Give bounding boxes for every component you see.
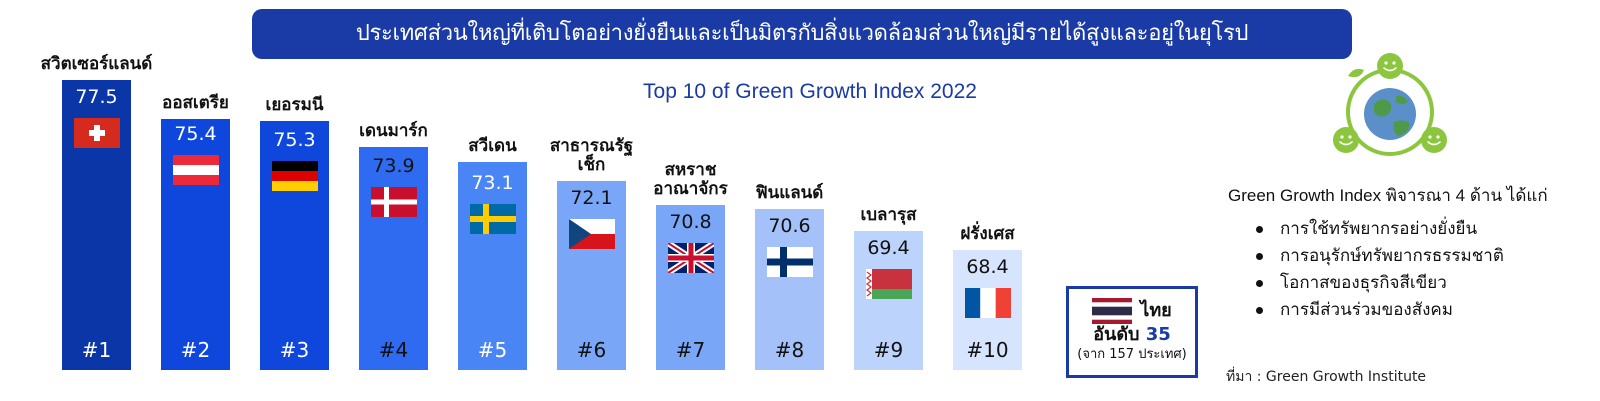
france-flag-icon [964, 288, 1011, 318]
bar-rank-label: #8 [774, 337, 805, 362]
green-growth-logo [1333, 53, 1447, 156]
bar-rank-label: #7 [675, 337, 706, 362]
bar-value-label: 70.6 [768, 214, 811, 237]
bar-value-label: 70.8 [669, 211, 712, 234]
chart-title: Top 10 of Green Growth Index 2022 [643, 80, 977, 103]
headline-banner: ประเทศส่วนใหญ่ที่เติบโตอย่างยั่งยืนและเป… [252, 9, 1352, 59]
bar-rank-label: #3 [279, 337, 310, 362]
category-label: ฟินแลนด์ [755, 182, 824, 203]
bar: 68.4 #10 [953, 250, 1022, 370]
category-label: เดนมาร์ก [359, 121, 428, 142]
belarus-flag-icon [865, 269, 912, 300]
austria-flag-icon [172, 155, 219, 186]
bar-value-label: 72.1 [570, 186, 613, 209]
source-note: ที่มา : Green Growth Institute [1226, 369, 1427, 385]
bar-rank-label: #2 [180, 337, 211, 362]
thailand-name: ไทย [1140, 300, 1172, 321]
bar-rank-label: #5 [477, 337, 508, 362]
thailand-rank-box: ไทย อันดับ 35 (จาก 157 ประเทศ) [1066, 286, 1198, 378]
thailand-flag-icon [1092, 298, 1133, 324]
bar-value-label: 75.4 [174, 123, 217, 146]
index-dimensions-list: การใช้ทรัพยากรอย่างยั่งยืน การอนุรักษ์ทร… [1250, 216, 1504, 324]
denmark-flag-icon [370, 187, 417, 218]
bar-value-label: 77.5 [75, 86, 118, 108]
bar-value-label: 68.4 [966, 256, 1009, 278]
germany-flag-icon [271, 161, 318, 192]
thailand-rank-note: (จาก 157 ประเทศ) [1077, 347, 1187, 362]
thailand-rank-value: 35 [1145, 324, 1171, 345]
bar: 72.1 #6 [557, 180, 626, 370]
thailand-rank-label: อันดับ [1093, 324, 1140, 345]
index-dimensions-title: Green Growth Index พิจารณา 4 ด้าน ได้แก่ [1228, 186, 1548, 205]
bar-rank-label: #4 [378, 337, 409, 362]
category-label: สหราช อาณาจักร [653, 160, 728, 200]
dimension-item: การอนุรักษ์ทรัพยากรธรรมชาติ [1250, 243, 1504, 270]
czech-flag-icon [568, 218, 615, 249]
uk-flag-icon [667, 243, 714, 274]
bar: 77.5 #1 [62, 80, 131, 370]
dimension-item: การใช้ทรัพยากรอย่างยั่งยืน [1250, 216, 1504, 243]
sweden-flag-icon [469, 204, 516, 235]
category-label: สวีเดน [468, 136, 517, 157]
bar-rank-label: #9 [873, 337, 904, 362]
bar: 70.6 #8 [755, 208, 824, 370]
bar: 75.3 #3 [260, 121, 329, 370]
category-label: ฝรั่งเศส [960, 224, 1015, 244]
bar-rank-label: #6 [576, 337, 607, 362]
bar: 75.4 #2 [161, 119, 230, 370]
category-label: ออสเตรีย [162, 93, 229, 114]
bar: 70.8 #7 [656, 205, 725, 370]
bar-value-label: 75.3 [273, 129, 316, 152]
finland-flag-icon [766, 246, 813, 277]
bar-value-label: 73.1 [471, 172, 514, 195]
switzerland-flag-icon [73, 118, 120, 148]
category-label: เบลารุส [860, 205, 917, 226]
bar-rank-label: #1 [81, 338, 112, 362]
bar-value-label: 73.9 [372, 155, 415, 178]
bar: 69.4 #9 [854, 231, 923, 370]
category-label: สวิตเซอร์แลนด์ [40, 54, 153, 74]
category-label: เยอรมนี [265, 95, 324, 116]
dimension-item: โอกาสของธุรกิจสีเขียว [1250, 270, 1504, 297]
bar-rank-label: #10 [966, 338, 1009, 362]
dimension-item: การมีส่วนร่วมของสังคม [1250, 297, 1504, 324]
bar: 73.9 #4 [359, 147, 428, 370]
bar: 73.1 #5 [458, 162, 527, 370]
category-label: สาธารณรัฐ เช็ก [549, 135, 634, 175]
bar-value-label: 69.4 [867, 237, 910, 260]
